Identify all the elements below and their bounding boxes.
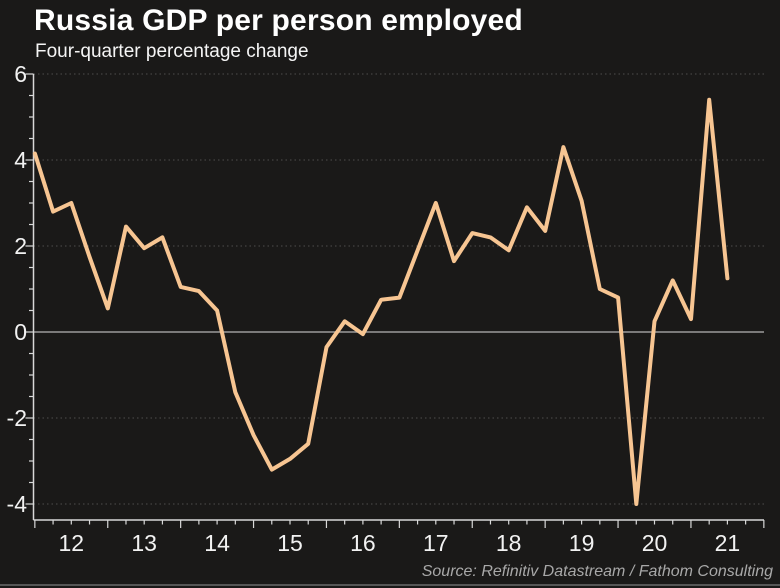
y-tick-label: -2 (7, 405, 27, 431)
x-tick-label: 19 (569, 530, 595, 556)
x-tick-label: 12 (59, 530, 85, 556)
y-tick-label: 4 (14, 147, 27, 173)
x-tick-label: 18 (496, 530, 522, 556)
x-tick-label: 13 (131, 530, 157, 556)
y-tick-label: 0 (14, 319, 27, 345)
x-tick-label: 20 (642, 530, 668, 556)
x-tick-label: 21 (715, 530, 741, 556)
x-tick-label: 14 (204, 530, 230, 556)
chart-title: Russia GDP per person employed (34, 4, 523, 37)
bottom-divider (0, 584, 780, 586)
x-tick-label: 15 (277, 530, 303, 556)
chart-subtitle: Four-quarter percentage change (35, 41, 309, 62)
y-tick-label: 2 (14, 233, 27, 259)
gdp-data-line (32, 97, 730, 506)
source-attribution: Source: Refinitiv Datastream / Fathom Co… (421, 563, 773, 580)
y-tick-label: -4 (7, 491, 28, 517)
x-tick-label: 17 (423, 530, 449, 556)
y-tick-label: 6 (14, 61, 27, 87)
x-tick-label: 16 (350, 530, 376, 556)
